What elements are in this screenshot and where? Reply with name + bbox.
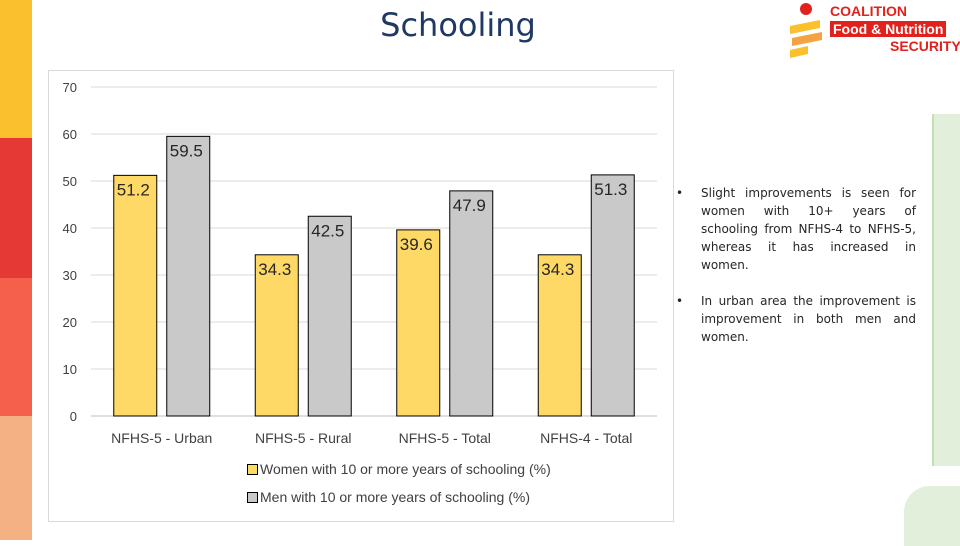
bar <box>307 215 352 417</box>
coalition-logo: COALITION Food & Nutrition SECURITY <box>786 2 960 60</box>
y-tick-label: 30 <box>63 268 77 283</box>
legend-label-men: Men with 10 or more years of schooling (… <box>260 489 530 505</box>
bar <box>396 229 441 417</box>
y-tick-label: 60 <box>63 127 77 142</box>
data-label: 34.3 <box>541 260 574 279</box>
side-strip-4 <box>0 416 32 540</box>
data-label: 42.5 <box>311 221 344 240</box>
bar-chart: 0 10 20 30 40 50 60 70 51.2 59.5 NFHS-5 - Urban 34.… <box>63 80 657 446</box>
legend-swatch-men <box>247 492 258 503</box>
decorative-green-panel <box>932 114 960 466</box>
data-label: 51.3 <box>594 180 627 199</box>
logo-line-2: Food & Nutrition <box>830 21 947 37</box>
bullet-icon: • <box>676 186 684 200</box>
y-tick-label: 10 <box>63 362 77 377</box>
data-label: 34.3 <box>258 260 291 279</box>
side-strip-2 <box>0 138 32 278</box>
note-item: • Slight improvements is seen for women w… <box>676 184 916 274</box>
y-tick-label: 0 <box>70 409 77 424</box>
y-tick-label: 20 <box>63 315 77 330</box>
legend-item-women: Women with 10 or more years of schooling… <box>247 461 551 477</box>
x-tick-label: NFHS-5 - Rural <box>255 430 351 446</box>
legend-item-men: Men with 10 or more years of schooling (… <box>247 489 530 505</box>
bullet-icon: • <box>676 294 684 308</box>
bar <box>254 254 299 417</box>
notes-list: • Slight improvements is seen for women w… <box>676 184 916 364</box>
y-tick-label: 70 <box>63 80 77 95</box>
logo-mark-icon <box>790 3 822 58</box>
y-tick-label: 40 <box>63 221 77 236</box>
data-label: 47.9 <box>453 196 486 215</box>
data-label: 39.6 <box>400 235 433 254</box>
logo-line-1: COALITION <box>830 3 907 19</box>
note-text: Slight improvements is seen for women wi… <box>701 186 916 272</box>
x-tick-label: NFHS-5 - Total <box>399 430 491 446</box>
x-tick-label: NFHS-5 - Urban <box>111 430 212 446</box>
legend-label-women: Women with 10 or more years of schooling… <box>260 461 551 477</box>
x-tick-label: NFHS-4 - Total <box>540 430 632 446</box>
chart-container: 0 10 20 30 40 50 60 70 51.2 59.5 NFHS-5 - Urban 34.… <box>48 70 674 522</box>
bar <box>113 174 158 417</box>
side-strip-3 <box>0 278 32 416</box>
slide-title: Schooling <box>380 6 536 44</box>
bar <box>166 135 211 417</box>
data-label: 51.2 <box>117 180 150 199</box>
logo-line-3: SECURITY <box>890 38 960 54</box>
note-text: In urban area the improvement is improve… <box>701 294 916 344</box>
decorative-green-shape <box>904 486 960 546</box>
note-item: • In urban area the improvement is improv… <box>676 292 916 346</box>
bar <box>590 174 635 417</box>
side-strip-1 <box>0 0 32 138</box>
bar <box>537 254 582 417</box>
legend-swatch-women <box>247 464 258 475</box>
data-label: 59.5 <box>170 141 203 160</box>
bar <box>449 190 494 417</box>
y-tick-label: 50 <box>63 174 77 189</box>
